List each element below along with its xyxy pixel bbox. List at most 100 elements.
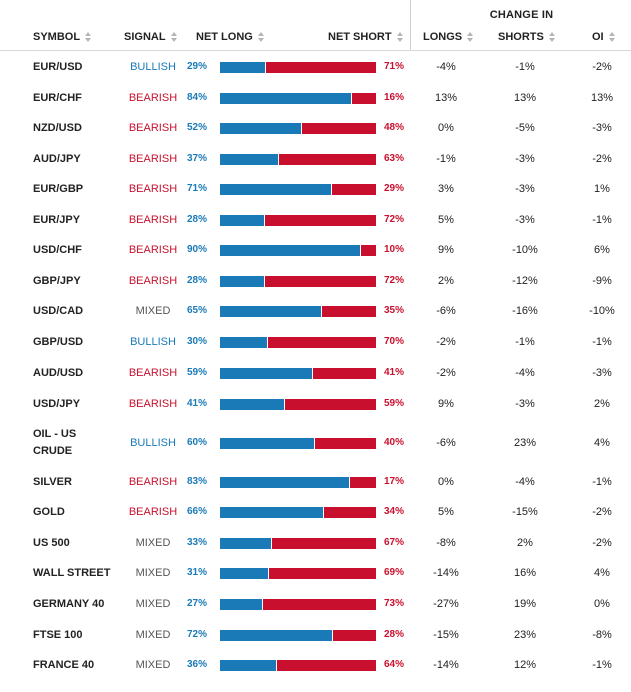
net-long-fill: [220, 507, 324, 518]
symbol-label[interactable]: EUR/JPY: [33, 214, 81, 226]
shorts-change-value: -5%: [515, 122, 535, 134]
shorts-change-value: -3%: [515, 153, 535, 165]
shorts-change-value: 23%: [513, 629, 537, 641]
oi-change-value: -2%: [592, 153, 612, 165]
symbol-label[interactable]: USD/JPY: [33, 398, 81, 410]
symbol-label[interactable]: SILVER: [33, 476, 72, 488]
net-long-value: 66%: [187, 506, 208, 517]
shorts-change-value: 16%: [513, 567, 537, 579]
sentiment-bar: [220, 245, 376, 256]
column-header-signal[interactable]: SIGNAL: [124, 31, 177, 43]
column-header-shorts-label: SHORTS: [498, 31, 544, 43]
symbol-label[interactable]: GERMANY 40: [33, 598, 105, 610]
net-short-value: 29%: [384, 183, 405, 194]
signal-badge: MIXED: [135, 537, 171, 549]
column-header-shorts[interactable]: SHORTS: [498, 31, 555, 43]
net-long-value: 52%: [187, 122, 208, 133]
signal-badge: BEARISH: [128, 92, 178, 104]
net-short-value: 70%: [384, 336, 405, 347]
net-long-value: 90%: [187, 244, 208, 255]
oi-change-value: 4%: [594, 567, 610, 579]
symbol-label[interactable]: USD/CAD: [33, 305, 84, 317]
column-header-longs[interactable]: LONGS: [423, 31, 474, 43]
column-header-net-long-label: NET LONG: [196, 31, 253, 43]
symbol-label-line-1[interactable]: OIL - US: [33, 428, 77, 440]
net-long-value: 60%: [187, 437, 208, 448]
longs-change-value: -2%: [436, 336, 456, 348]
symbol-label[interactable]: AUD/JPY: [33, 153, 81, 165]
net-long-fill: [220, 568, 270, 579]
oi-change-value: -1%: [592, 476, 612, 488]
symbol-label[interactable]: NZD/USD: [33, 122, 82, 134]
signal-badge: BEARISH: [128, 398, 178, 410]
net-long-fill: [220, 184, 332, 195]
signal-badge: BEARISH: [128, 244, 178, 256]
symbol-label[interactable]: AUD/USD: [33, 367, 84, 379]
symbol-label[interactable]: GBP/USD: [33, 336, 84, 348]
oi-change-value: -1%: [592, 336, 612, 348]
sentiment-bar: [220, 599, 376, 610]
net-short-value: 69%: [384, 567, 405, 578]
net-short-value: 41%: [384, 367, 405, 378]
sentiment-bar: [220, 568, 376, 579]
net-short-value: 59%: [384, 398, 405, 409]
longs-change-value: -2%: [436, 367, 456, 379]
net-long-fill: [220, 154, 279, 165]
symbol-label[interactable]: FRANCE 40: [33, 659, 95, 671]
oi-change-value: 13%: [590, 92, 614, 104]
net-long-value: 28%: [187, 214, 208, 225]
net-long-fill: [220, 660, 278, 671]
change-in-label: CHANGE IN: [489, 9, 554, 21]
column-header-net-long[interactable]: NET LONG: [196, 31, 264, 43]
table-header: SYMBOL SIGNAL NET LONG NET SHORT LONGS S…: [0, 22, 631, 51]
symbol-label[interactable]: USD/CHF: [33, 244, 82, 256]
longs-change-value: -15%: [433, 629, 459, 641]
shorts-change-value: 12%: [513, 659, 537, 671]
sentiment-bar: [220, 154, 376, 165]
sort-icon: [170, 32, 177, 42]
net-long-fill: [220, 368, 314, 379]
signal-badge: BULLISH: [130, 437, 176, 449]
shorts-change-value: 13%: [513, 92, 537, 104]
signal-badge: MIXED: [135, 629, 171, 641]
longs-change-value: 5%: [438, 214, 454, 226]
symbol-label[interactable]: US 500: [33, 537, 70, 549]
column-header-oi[interactable]: OI: [592, 31, 615, 43]
sentiment-bar: [220, 368, 376, 379]
net-short-value: 48%: [384, 122, 405, 133]
symbol-label[interactable]: EUR/USD: [33, 61, 83, 73]
symbol-label[interactable]: GBP/JPY: [33, 275, 81, 287]
shorts-change-value: -4%: [515, 367, 535, 379]
symbol-label[interactable]: EUR/CHF: [33, 92, 82, 104]
symbol-label[interactable]: EUR/GBP: [33, 183, 84, 195]
oi-change-value: 4%: [594, 437, 610, 449]
longs-change-value: -8%: [436, 537, 456, 549]
net-short-value: 63%: [384, 153, 405, 164]
column-header-symbol[interactable]: SYMBOL: [33, 31, 92, 43]
net-long-fill: [220, 399, 285, 410]
sentiment-bar: [220, 184, 376, 195]
symbol-label-line-2[interactable]: CRUDE: [33, 445, 73, 457]
longs-change-value: 0%: [438, 122, 454, 134]
column-divider: [410, 22, 411, 51]
net-long-fill: [220, 438, 315, 449]
symbol-label[interactable]: WALL STREET: [33, 567, 111, 579]
sentiment-bar: [220, 93, 376, 104]
net-long-value: 41%: [187, 398, 208, 409]
oi-change-value: -3%: [592, 367, 612, 379]
signal-badge: BULLISH: [130, 336, 176, 348]
column-header-net-short[interactable]: NET SHORT: [328, 31, 403, 43]
net-long-value: 83%: [187, 476, 208, 487]
oi-change-value: -1%: [592, 659, 612, 671]
longs-change-value: 9%: [438, 244, 454, 256]
oi-change-value: -1%: [592, 214, 612, 226]
net-short-value: 73%: [384, 598, 405, 609]
signal-badge: MIXED: [135, 567, 171, 579]
symbol-label[interactable]: GOLD: [33, 506, 65, 518]
column-header-oi-label: OI: [592, 31, 604, 43]
oi-change-value: -3%: [592, 122, 612, 134]
symbol-label[interactable]: FTSE 100: [33, 629, 83, 641]
shorts-change-value: -4%: [515, 476, 535, 488]
sentiment-bar: [220, 438, 376, 449]
